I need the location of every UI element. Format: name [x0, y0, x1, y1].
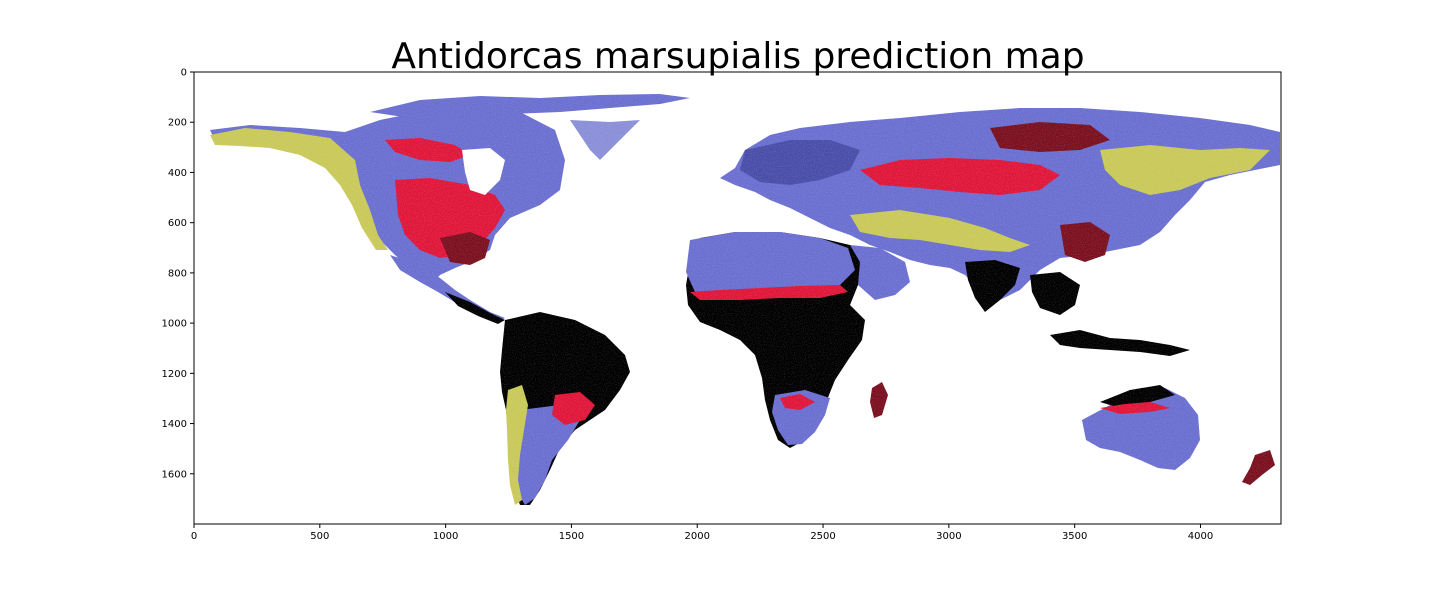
raster-noise-overlay — [194, 72, 1281, 524]
y-tick-label: 200 — [168, 118, 187, 129]
x-tick-label: 3000 — [936, 531, 961, 542]
y-tick-label: 800 — [168, 268, 187, 279]
x-tick-label: 2500 — [810, 531, 835, 542]
y-tick-label: 1600 — [162, 469, 187, 480]
y-tick-label: 600 — [168, 218, 187, 229]
y-tick-label: 400 — [168, 168, 187, 179]
x-tick-label: 1000 — [433, 531, 458, 542]
x-tick-label: 0 — [191, 531, 197, 542]
x-tick-label: 500 — [310, 531, 329, 542]
x-tick-label: 4000 — [1188, 531, 1213, 542]
y-tick-label: 0 — [181, 68, 187, 79]
map-title: Antidorcas marsupialis prediction map — [391, 36, 1084, 77]
x-tick-label: 1500 — [559, 531, 584, 542]
prediction-raster — [194, 72, 1281, 524]
x-tick-label: 2000 — [685, 531, 710, 542]
x-axis-ticks: 0 500 1000 1500 2000 2500 3000 3500 4000 — [191, 524, 1213, 542]
y-tick-label: 1200 — [162, 369, 187, 380]
y-axis-ticks: 0 200 400 600 800 1000 1200 1400 1600 — [162, 68, 194, 480]
y-tick-label: 1400 — [162, 419, 187, 430]
x-tick-label: 3500 — [1062, 531, 1087, 542]
y-tick-label: 1000 — [162, 319, 187, 330]
plot-frame — [193, 71, 1282, 525]
